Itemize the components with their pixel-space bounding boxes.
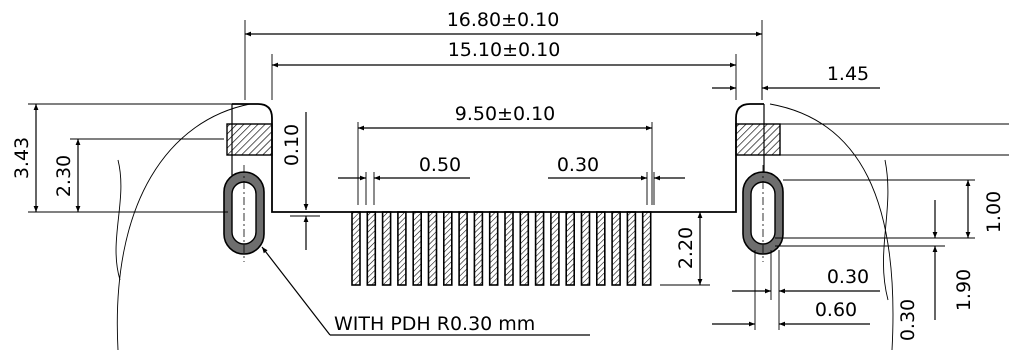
contact-pin bbox=[351, 211, 361, 286]
slot-offset-label: 1.90 bbox=[953, 269, 975, 311]
right-solder-pad bbox=[735, 123, 781, 156]
pin-span-label: 9.50±0.10 bbox=[455, 103, 556, 125]
contact-pin bbox=[519, 211, 530, 286]
slot-width-a-label: 0.30 bbox=[827, 266, 869, 288]
contact-pin bbox=[442, 211, 453, 286]
left-solder-pad bbox=[226, 123, 273, 156]
contact-pin bbox=[366, 211, 377, 286]
slot-radius-label: 0.30 bbox=[897, 299, 919, 341]
side-offset-label: 1.45 bbox=[827, 63, 869, 85]
contact-pin bbox=[397, 211, 407, 286]
contact-pin bbox=[381, 211, 392, 286]
body-gap-label: 0.10 bbox=[281, 124, 303, 166]
inner-width-label: 15.10±0.10 bbox=[448, 39, 561, 61]
left-slot bbox=[223, 165, 265, 262]
contact-pin bbox=[641, 211, 652, 286]
contact-pin bbox=[458, 211, 468, 286]
right-slot bbox=[742, 165, 784, 262]
contact-pin bbox=[488, 211, 499, 286]
pin-width-label: 0.30 bbox=[557, 154, 599, 176]
note-leader bbox=[261, 246, 331, 336]
contact-pins bbox=[351, 211, 652, 286]
slot-length-label: 1.00 bbox=[983, 191, 1005, 233]
left-curve-outline bbox=[116, 103, 251, 351]
contact-pin bbox=[504, 211, 514, 286]
pitch-label: 0.50 bbox=[419, 154, 461, 176]
overall-width-label: 16.80±0.10 bbox=[447, 9, 560, 31]
contact-pin bbox=[626, 211, 637, 286]
contact-pin bbox=[534, 211, 545, 286]
right-curve-outline bbox=[769, 103, 894, 351]
contact-pin bbox=[595, 211, 606, 286]
pin-length-label: 2.20 bbox=[675, 227, 697, 269]
contact-pin bbox=[611, 211, 621, 286]
slot-width-b-label: 0.60 bbox=[815, 299, 857, 321]
contact-pin bbox=[565, 211, 576, 286]
left-wavy-line bbox=[115, 159, 122, 281]
contact-pin bbox=[580, 211, 591, 286]
contact-pin bbox=[550, 211, 560, 286]
contact-pin bbox=[473, 211, 484, 286]
contact-pin bbox=[412, 211, 423, 286]
contact-pin bbox=[427, 211, 438, 286]
pad-height-label: 2.30 bbox=[53, 155, 75, 197]
note-text: WITH PDH R0.30 mm bbox=[334, 313, 535, 335]
right-wavy-line bbox=[883, 159, 889, 301]
total-height-label: 3.43 bbox=[11, 137, 33, 179]
